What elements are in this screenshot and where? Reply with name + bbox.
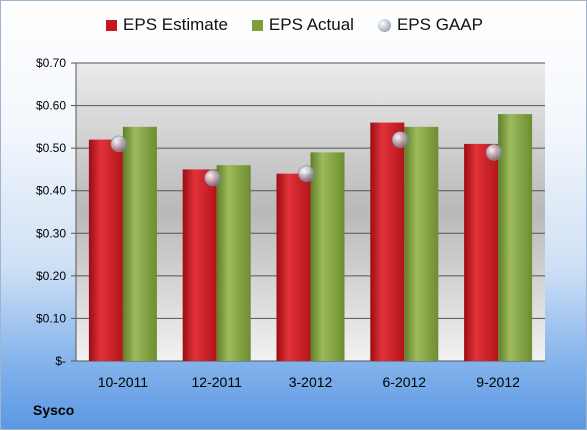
label-layer: $0.70 $0.60 $0.50 $0.40 $0.30 $0.20 $0.10 $- 10-… <box>36 56 520 390</box>
actual-swatch-icon <box>251 19 263 31</box>
bar-actual <box>216 165 251 361</box>
bar-estimate <box>464 143 499 361</box>
legend-item-estimate: EPS Estimate <box>106 15 228 35</box>
bar-actual <box>498 114 533 361</box>
legend-label-gaap: EPS GAAP <box>396 15 483 34</box>
legend-item-actual: EPS Actual <box>251 15 354 35</box>
x-tick-label: 12-2011 <box>192 374 243 390</box>
marker-layer <box>110 131 503 187</box>
x-tick-label: 6-2012 <box>383 374 427 390</box>
bar-actual <box>122 126 157 361</box>
gaap-marker-icon <box>377 18 391 32</box>
company-name: Sysco <box>33 402 75 418</box>
marker-gaap <box>298 165 315 182</box>
y-tick-label: $0.20 <box>36 269 66 283</box>
bar-estimate <box>182 169 217 361</box>
y-tick-label: $0.10 <box>36 311 66 325</box>
legend-label-estimate: EPS Estimate <box>123 15 228 34</box>
bar-layer <box>88 114 533 361</box>
x-tick-label: 3-2012 <box>289 374 333 390</box>
x-tick-label: 9-2012 <box>476 374 520 390</box>
legend-label-actual: EPS Actual <box>268 15 354 34</box>
estimate-swatch-icon <box>106 19 118 31</box>
x-tick-label: 10-2011 <box>98 374 149 390</box>
legend-item-gaap: EPS GAAP <box>377 15 483 35</box>
y-tick-label: $0.50 <box>36 141 66 155</box>
marker-gaap <box>485 144 503 161</box>
legend: EPS Estimate EPS Actual EPS GAAP <box>1 15 587 35</box>
y-tick-label: $0.40 <box>36 184 66 198</box>
bar-actual <box>404 126 439 361</box>
bar-estimate <box>88 139 123 361</box>
y-tick-label: $0.60 <box>36 99 66 113</box>
marker-gaap <box>110 135 128 153</box>
marker-gaap <box>204 169 221 187</box>
bar-estimate <box>276 173 311 361</box>
y-tick-label: $- <box>55 354 66 368</box>
y-tick-label: $0.70 <box>36 56 66 70</box>
bar-estimate <box>370 122 405 361</box>
y-tick-label: $0.30 <box>36 226 66 240</box>
marker-gaap <box>391 131 409 148</box>
bar-actual <box>310 152 345 361</box>
